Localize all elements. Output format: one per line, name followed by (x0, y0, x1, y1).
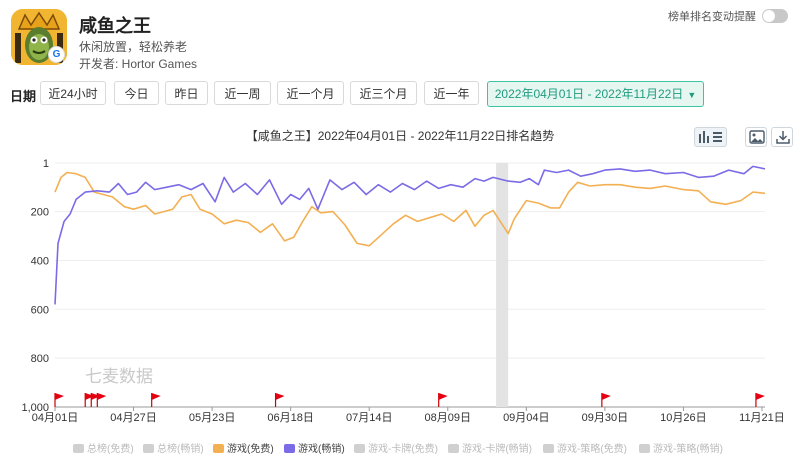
legend-label: 总榜(畅销) (157, 444, 204, 455)
flag-cloth (55, 393, 64, 400)
chart-grid (55, 162, 765, 408)
save-image-button[interactable] (745, 127, 767, 147)
legend-swatch (73, 444, 84, 453)
flag-cloth (85, 393, 95, 400)
rank-alert-toggle[interactable] (762, 9, 788, 23)
app-name: 咸鱼之王 (79, 16, 151, 36)
red-flag-icon (755, 393, 765, 407)
red-flag-icon (96, 393, 107, 407)
legend-swatch (354, 444, 365, 453)
flag-layer (54, 393, 765, 407)
y-tick-label: 600 (31, 304, 49, 316)
legend-swatch (143, 444, 154, 453)
y-tick-label: 1,000 (21, 402, 49, 414)
series-layer (54, 165, 766, 305)
y-tick-label: 1 (43, 158, 49, 170)
legend-item[interactable]: 游戏-卡牌(畅销) (448, 440, 532, 455)
platform-badge-icon: G (48, 46, 65, 63)
legend-label: 游戏(畅销) (298, 444, 345, 455)
date-filter-row: 日期 近24小时 今日 昨日 近一周 近一个月 近三个月 近一年 2022年04… (0, 81, 800, 107)
flag-cloth (438, 393, 448, 400)
legend-label: 游戏-策略(畅销) (653, 444, 723, 455)
flag-cloth (601, 393, 611, 400)
legend-item[interactable]: 游戏(畅销) (284, 440, 345, 455)
legend-item[interactable]: 游戏-策略(免费) (543, 440, 627, 455)
chart-view-toggle[interactable] (694, 127, 727, 147)
legend-swatch (543, 444, 554, 453)
legend-item[interactable]: 游戏-卡牌(免费) (354, 440, 438, 455)
legend-swatch (639, 444, 650, 453)
app-developer: 开发者: Hortor Games (79, 57, 198, 71)
legend-label: 游戏-策略(免费) (557, 444, 627, 455)
date-btn-yesterday[interactable]: 昨日 (165, 81, 208, 105)
x-tick-label: 06月18日 (267, 412, 313, 424)
date-btn-24h[interactable]: 近24小时 (40, 81, 106, 105)
date-btn-3months[interactable]: 近三个月 (350, 81, 417, 105)
x-tick-label: 08月09日 (425, 412, 471, 424)
x-tick-label: 04月01日 (32, 412, 78, 424)
legend-item[interactable]: 游戏-策略(畅销) (639, 440, 723, 455)
date-range-text: 2022年04月01日 - 2022年11月22日 (494, 87, 684, 101)
download-icon (776, 131, 790, 144)
red-flag-icon (84, 393, 95, 407)
legend-label: 游戏-卡牌(免费) (368, 444, 438, 455)
x-tick-label: 09月30日 (582, 412, 628, 424)
y-tick-label: 200 (31, 207, 49, 219)
chart-title: 【咸鱼之王】2022年04月01日 - 2022年11月22日排名趋势 (245, 129, 555, 143)
y-tick-label: 800 (31, 353, 49, 365)
legend-swatch (284, 444, 295, 453)
chart-legend: 总榜(免费) 总榜(畅销) 游戏(免费) 游戏(畅销) 游戏-卡牌(免费) 游戏-卡牌(畅… (0, 440, 800, 455)
watermark: 七麦数据 (85, 367, 153, 386)
data-gap-band (496, 163, 509, 407)
legend-item[interactable]: 游戏(免费) (213, 440, 274, 455)
bar-list-icon (699, 131, 722, 143)
app-slogan: 休闲放置，轻松养老 (79, 40, 188, 54)
legend-swatch (448, 444, 459, 453)
red-flag-icon (438, 393, 448, 407)
date-btn-year[interactable]: 近一年 (424, 81, 479, 105)
caret-down-icon: ▼ (687, 90, 697, 100)
date-btn-week[interactable]: 近一周 (214, 81, 271, 105)
image-icon (749, 130, 765, 144)
series-line-game-free-seg0 (54, 171, 766, 247)
rank-trend-chart: 七麦数据 1 200 400 600 800 1,000 04月01日 04月27日 05月2… (21, 158, 785, 424)
legend-item[interactable]: 总榜(免费) (73, 440, 134, 455)
flag-cloth (97, 393, 107, 400)
legend-label: 游戏(免费) (227, 444, 274, 455)
legend-label: 游戏-卡牌(畅销) (462, 444, 532, 455)
red-flag-icon (274, 393, 285, 407)
date-range-picker[interactable]: 2022年04月01日 - 2022年11月22日 ▼ (487, 81, 704, 107)
y-axis-ticks: 1 200 400 600 800 1,000 (21, 158, 49, 414)
flag-cloth (755, 393, 765, 400)
x-axis-ticks: 04月01日 04月27日 05月23日 06月18日 07月14日 08月09日 09月0… (32, 407, 785, 424)
red-flag-icon (601, 393, 611, 407)
download-button[interactable] (771, 127, 793, 147)
flag-cloth (151, 393, 161, 400)
legend-item[interactable]: 总榜(畅销) (143, 440, 204, 455)
x-tick-label: 11月21日 (739, 412, 785, 424)
rank-alert-label: 榜单排名变动提醒 (668, 11, 756, 23)
app-header: G 咸鱼之王 休闲放置，轻松养老 开发者: Hortor Games 榜单排名变… (0, 0, 800, 76)
x-tick-label: 10月26日 (660, 412, 706, 424)
legend-label: 总榜(免费) (87, 444, 134, 455)
flag-cloth (91, 393, 101, 400)
y-tick-label: 400 (31, 255, 49, 267)
date-btn-today[interactable]: 今日 (114, 81, 159, 105)
flag-cloth (275, 393, 285, 400)
red-flag-icon (151, 393, 161, 407)
x-tick-label: 04月27日 (110, 412, 156, 424)
series-line-game-paid-seg0 (54, 165, 766, 305)
rank-alert-toggle-wrap: 榜单排名变动提醒 (668, 8, 788, 24)
red-flag-icon (54, 393, 64, 407)
app-icon: G (11, 9, 67, 65)
x-tick-label: 05月23日 (189, 412, 235, 424)
x-tick-label: 09月04日 (503, 412, 549, 424)
legend-swatch (213, 444, 224, 453)
date-btn-month[interactable]: 近一个月 (277, 81, 344, 105)
date-label: 日期 (10, 89, 37, 104)
x-tick-label: 07月14日 (346, 412, 392, 424)
red-flag-icon (90, 393, 101, 407)
